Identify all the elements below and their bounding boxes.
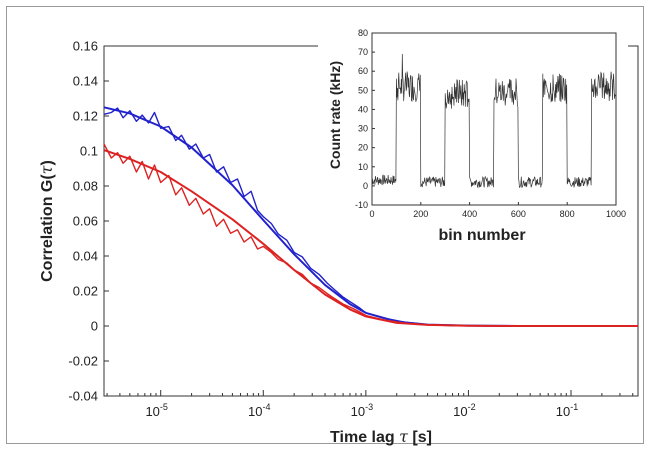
inset-x-tick-label: 800 <box>560 209 575 219</box>
main-y-tick-label: 0.02 <box>73 284 98 299</box>
inset-background <box>318 22 628 250</box>
inset-x-axis: 0 200 400 600 800 1000 <box>369 202 626 219</box>
inset-y-tick-label: 70 <box>358 47 368 57</box>
main-x-tick-label: 10-3 <box>351 402 373 419</box>
main-x-tick-label: 10-2 <box>453 402 475 419</box>
inset-y-tick-label: 50 <box>358 85 368 95</box>
main-x-axis-label: Time lag τ [s] <box>330 427 432 446</box>
inset-y-tick-label: 0 <box>363 181 368 191</box>
main-y-tick-label: 0.1 <box>80 144 98 159</box>
inset-y-tick-label: 80 <box>358 28 368 38</box>
series-red-data-line <box>103 143 638 327</box>
main-x-axis: 10-5 10-4 10-3 10-2 10-1 <box>106 390 634 419</box>
main-plot: -0.04 -0.02 0 0.02 0.04 0.06 0.08 0.1 0.12 0.14 0.… <box>37 39 639 446</box>
inset-y-axis: -10 0 10 20 30 40 50 60 70 80 <box>355 28 375 210</box>
inset-x-tick-label: 1000 <box>606 209 626 219</box>
main-y-tick-label: 0.16 <box>73 39 98 54</box>
figure-frame <box>6 6 644 444</box>
main-x-tick-label: 10-4 <box>248 402 270 419</box>
inset-x-tick-label: 400 <box>462 209 477 219</box>
inset-y-tick-label: -10 <box>355 200 368 210</box>
main-series-group <box>103 106 638 327</box>
main-y-tick-label: 0.04 <box>73 249 98 264</box>
inset-y-tick-label: 10 <box>358 162 368 172</box>
main-y-tick-label: 0.08 <box>73 179 98 194</box>
inset-y-tick-label: 30 <box>358 124 368 134</box>
main-y-axis-label: Correlation G(τ) <box>37 160 56 282</box>
inset-count-rate-trace <box>371 53 616 189</box>
inset-y-tick-label: 60 <box>358 66 368 76</box>
inset-x-tick-label: 600 <box>511 209 526 219</box>
main-y-tick-label: 0.14 <box>73 74 98 89</box>
main-y-tick-label: 0 <box>91 319 98 334</box>
inset-x-tick-label: 200 <box>413 209 428 219</box>
inset-y-tick-label: 20 <box>358 143 368 153</box>
inset-y-tick-label: 40 <box>358 104 368 114</box>
inset-series-group <box>371 53 616 189</box>
main-y-tick-label: -0.02 <box>68 354 98 369</box>
main-y-tick-label: 0.12 <box>73 109 98 124</box>
main-y-tick-label: -0.04 <box>68 389 98 404</box>
main-x-tick-label: 10-5 <box>145 402 167 419</box>
inset-plot-area <box>371 32 617 206</box>
inset-x-axis-label: bin number <box>438 227 525 244</box>
main-x-tick-label: 10-1 <box>556 402 578 419</box>
main-y-tick-label: 0.06 <box>73 214 98 229</box>
inset-x-tick-label: 0 <box>369 209 374 219</box>
main-y-axis: -0.04 -0.02 0 0.02 0.04 0.06 0.08 0.1 0.12 0.14 0.… <box>68 39 109 404</box>
series-blue-data-line <box>103 107 638 327</box>
inset-y-axis-label: Count rate (kHz) <box>327 61 343 169</box>
